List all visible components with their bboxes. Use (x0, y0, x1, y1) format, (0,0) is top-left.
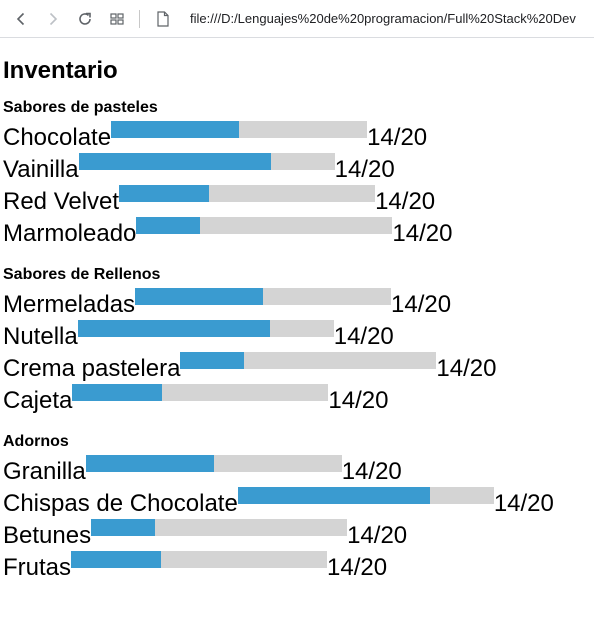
inventory-item: Chispas de Chocolate 14/20 (3, 484, 594, 516)
progress-bar (77, 320, 334, 337)
item-score: 14/20 (436, 355, 497, 382)
progress-bar-fill (71, 551, 161, 568)
back-icon (16, 12, 25, 26)
item-score: 14/20 (391, 291, 452, 318)
item-label: Nutella (3, 323, 78, 350)
reload-button[interactable] (72, 6, 98, 32)
progress-bar (180, 352, 437, 369)
progress-bar (78, 153, 335, 170)
page-title: Inventario (3, 57, 118, 84)
item-label: Chocolate (3, 124, 112, 151)
item-label: Granilla (3, 458, 86, 485)
progress-bar-fill (77, 320, 270, 337)
inventory-item: Marmoleado 14/20 (3, 214, 594, 246)
item-score: 14/20 (367, 124, 428, 151)
section-title: Sabores de pasteles (3, 99, 158, 116)
item-score: 14/20 (327, 554, 388, 581)
progress-bar (85, 455, 342, 472)
progress-bar-fill (78, 153, 271, 170)
reload-icon (79, 12, 91, 25)
progress-bar-fill (85, 455, 214, 472)
item-score: 14/20 (347, 522, 408, 549)
progress-bar (135, 288, 392, 305)
progress-bar (91, 519, 348, 536)
progress-bar-fill (111, 121, 240, 138)
progress-bar (72, 384, 329, 401)
progress-bar-fill (119, 185, 209, 202)
progress-bar-fill (136, 217, 201, 234)
progress-bar (136, 217, 393, 234)
tab-grid-icon (110, 13, 124, 25)
section-title: Sabores de Rellenos (3, 266, 161, 283)
toolbar-divider (139, 10, 140, 28)
item-label: Marmoleado (3, 220, 137, 247)
inventory-section: Sabores de pasteles Chocolate 14/20 Vainill… (3, 98, 594, 246)
item-label: Crema pastelera (3, 355, 181, 382)
inventory-section: Adornos Granilla 14/20 Chispas de Chocolate… (3, 432, 594, 580)
tab-grid-button[interactable] (104, 6, 130, 32)
progress-bar (71, 551, 328, 568)
item-label: Vainilla (3, 156, 79, 183)
inventory-item: Chocolate 14/20 (3, 118, 594, 150)
item-label: Chispas de Chocolate (3, 490, 238, 517)
inventory-item: Nutella 14/20 (3, 317, 594, 349)
item-score: 14/20 (333, 323, 394, 350)
address-bar-url[interactable]: file:///D:/Lenguajes%20de%20programacion… (190, 11, 576, 26)
forward-button[interactable] (40, 6, 66, 32)
inventory-item: Vainilla 14/20 (3, 150, 594, 182)
item-label: Red Velvet (3, 188, 120, 215)
forward-icon (49, 12, 58, 26)
inventory-item: Mermeladas 14/20 (3, 285, 594, 317)
item-label: Mermeladas (3, 291, 136, 318)
progress-bar (119, 185, 376, 202)
item-label: Betunes (3, 522, 92, 549)
progress-bar-fill (180, 352, 245, 369)
inventory-section: Sabores de Rellenos Mermeladas 14/20 Nutell… (3, 265, 594, 413)
browser-toolbar: file:///D:/Lenguajes%20de%20programacion… (0, 0, 594, 38)
section-title: Adornos (3, 433, 69, 450)
item-score: 14/20 (392, 220, 453, 247)
progress-bar-fill (237, 487, 430, 504)
progress-bar (111, 121, 368, 138)
address-bar-icon[interactable] (156, 11, 170, 32)
page-content: Inventario Sabores de pasteles Chocolate 1… (3, 56, 594, 580)
inventory-item: Frutas 14/20 (3, 548, 594, 580)
item-score: 14/20 (493, 490, 554, 517)
inventory-item: Crema pastelera 14/20 (3, 349, 594, 381)
progress-bar (237, 487, 494, 504)
item-score: 14/20 (341, 458, 402, 485)
inventory-item: Red Velvet 14/20 (3, 182, 594, 214)
progress-bar-fill (91, 519, 156, 536)
inventory-sections: Sabores de pasteles Chocolate 14/20 Vainill… (3, 98, 594, 580)
item-label: Frutas (3, 554, 72, 581)
inventory-item: Cajeta 14/20 (3, 381, 594, 413)
inventory-item: Granilla 14/20 (3, 452, 594, 484)
item-score: 14/20 (334, 156, 395, 183)
inventory-item: Betunes 14/20 (3, 516, 594, 548)
item-score: 14/20 (328, 387, 389, 414)
item-label: Cajeta (3, 387, 73, 414)
file-page-icon (157, 11, 169, 27)
progress-bar-fill (135, 288, 264, 305)
back-button[interactable] (8, 6, 34, 32)
item-score: 14/20 (375, 188, 436, 215)
progress-bar-fill (72, 384, 162, 401)
